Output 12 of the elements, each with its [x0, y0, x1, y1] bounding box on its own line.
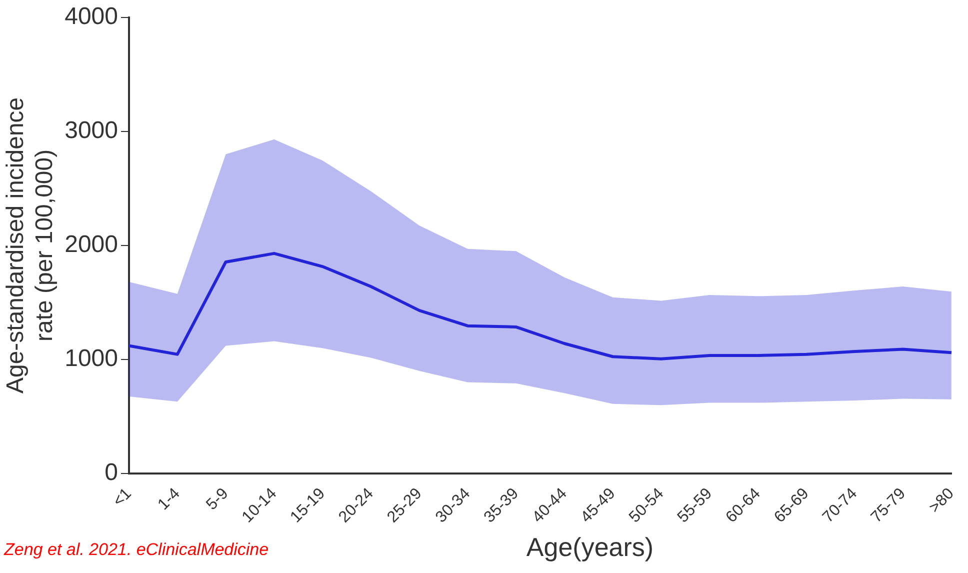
y-axis-title: Age-standardised incidence rate (per 100,000): [2, 97, 58, 394]
text: Zeng et al. 2021. eClinicalMedicine: [4, 540, 269, 560]
x-tick-label: >80: [926, 485, 958, 516]
y-tick-label: 2000: [64, 231, 118, 258]
x-tick-label: 1-4: [154, 485, 184, 514]
x-tick-label: <1: [110, 485, 135, 510]
y-tick-label: 3000: [64, 117, 118, 144]
x-axis-title: Age(years): [525, 532, 655, 563]
y-tick-label: 4000: [64, 3, 118, 30]
y-tick-label: 0: [104, 459, 118, 486]
y-tick-label: 1000: [64, 345, 118, 372]
x-tick-label: 5-9: [203, 485, 232, 514]
